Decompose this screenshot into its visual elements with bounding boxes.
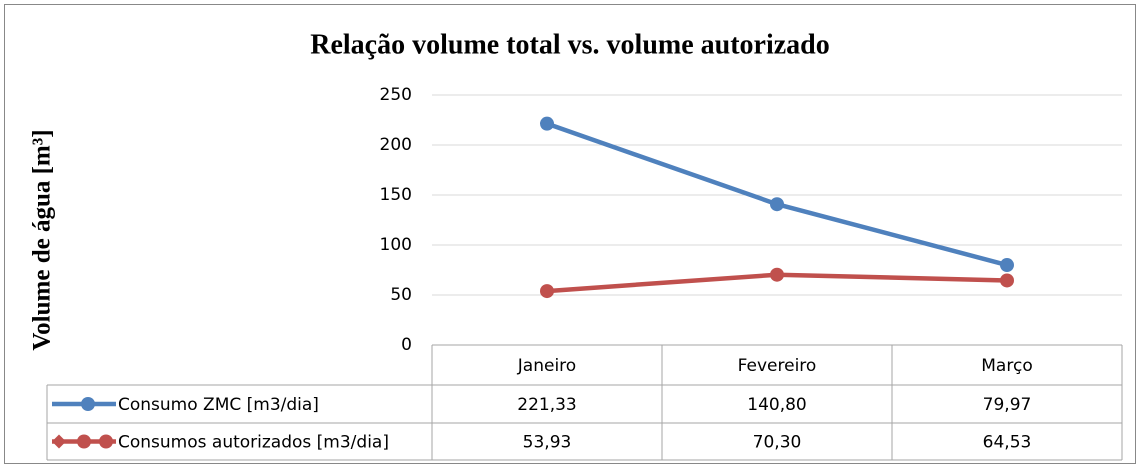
data-point (540, 116, 554, 131)
legend-marker (52, 434, 66, 449)
chart-title: Relação volume total vs. volume autoriza… (310, 29, 830, 60)
table-value: 140,80 (747, 395, 806, 415)
table-value: 53,93 (523, 433, 572, 453)
y-tick-label: 250 (380, 85, 412, 105)
data-point (540, 284, 554, 299)
table-value: 221,33 (517, 395, 576, 415)
x-tick-label: Fevereiro (738, 356, 817, 376)
data-point (770, 197, 784, 212)
x-tick-label: Janeiro (517, 356, 576, 376)
y-axis-label: Volume de água [m³] (29, 129, 56, 350)
x-tick-label: Março (981, 356, 1032, 376)
table-value: 79,97 (983, 395, 1032, 415)
data-point (770, 267, 784, 282)
y-tick-label: 100 (380, 235, 412, 255)
chart-border (4, 4, 1136, 464)
y-tick-label: 150 (380, 185, 412, 205)
legend-label: Consumos autorizados [m3/dia] (118, 433, 389, 453)
y-tick-label: 0 (401, 335, 412, 355)
legend-label: Consumo ZMC [m3/dia] (118, 395, 319, 415)
y-tick-label: 50 (390, 285, 412, 305)
table-value: 64,53 (983, 433, 1032, 453)
legend-marker (77, 434, 91, 449)
legend-marker (81, 397, 95, 411)
data-point (1000, 273, 1014, 288)
y-tick-label: 200 (380, 135, 412, 155)
data-point (1000, 258, 1014, 273)
table-value: 70,30 (753, 433, 802, 453)
legend-marker (99, 434, 113, 449)
